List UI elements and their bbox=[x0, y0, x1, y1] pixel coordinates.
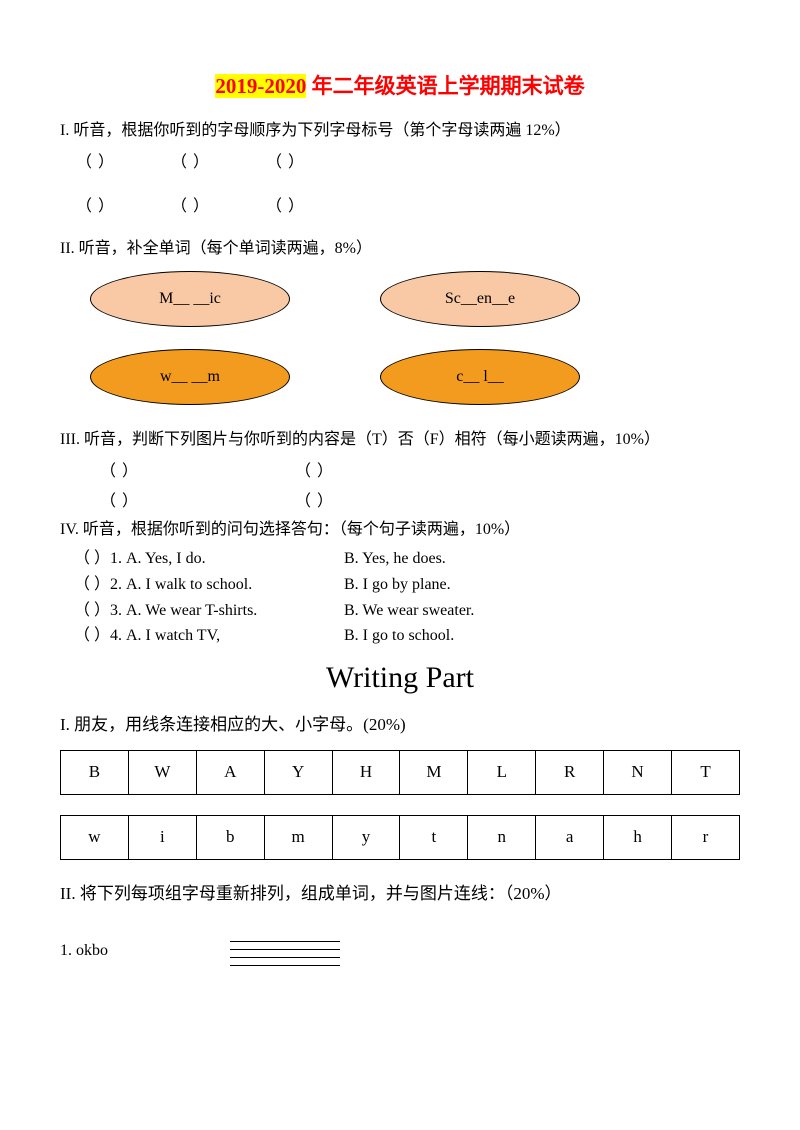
q1-a: （ ）1. A. Yes, I do. bbox=[74, 546, 344, 572]
table-cell: T bbox=[672, 750, 740, 794]
table-cell: h bbox=[604, 815, 672, 859]
q3-b: B. We wear sweater. bbox=[344, 602, 474, 619]
s3-paren-row-2: （ ） （ ） bbox=[100, 487, 740, 511]
table-cell: t bbox=[400, 815, 468, 859]
paren: （ ） bbox=[76, 192, 166, 216]
table-cell: b bbox=[196, 815, 264, 859]
q2-b: B. I go by plane. bbox=[344, 576, 451, 593]
paren: （ ） bbox=[100, 487, 290, 511]
q1-b: B. Yes, he does. bbox=[344, 550, 446, 567]
writing-lines bbox=[230, 935, 340, 966]
section3-heading: III. 听音，判断下列图片与你听到的内容是（T）否（F）相符（每小题读两遍，1… bbox=[60, 427, 740, 453]
table-cell: Y bbox=[264, 750, 332, 794]
okbo-label: 1. okbo bbox=[60, 942, 230, 960]
writing1-heading: I. 朋友，用线条连接相应的大、小字母。(20%) bbox=[60, 711, 740, 738]
oval-2: Sc__en__e bbox=[380, 271, 580, 327]
table-cell: A bbox=[196, 750, 264, 794]
table-cell: N bbox=[604, 750, 672, 794]
section4-heading: IV. 听音，根据你听到的问句选择答句：（每个句子读两遍，10%） bbox=[60, 517, 740, 543]
page-title: 2019-2020 年二年级英语上学期期末试卷 bbox=[60, 70, 740, 100]
q4: （ ）4. A. I watch TV,B. I go to school. bbox=[74, 623, 740, 649]
section2-heading: II. 听音，补全单词（每个单词读两遍，8%） bbox=[60, 236, 740, 262]
paren-row-2: （ ） （ ） （ ） bbox=[76, 192, 740, 216]
table-cell: w bbox=[61, 815, 129, 859]
oval-4: c__ l__ bbox=[380, 349, 580, 405]
oval-1: M__ __ic bbox=[90, 271, 290, 327]
oval-3: w__ __m bbox=[90, 349, 290, 405]
table-cell: y bbox=[332, 815, 400, 859]
lowercase-table: w i b m y t n a h r bbox=[60, 815, 740, 860]
table-cell: a bbox=[536, 815, 604, 859]
q4-a: （ ）4. A. I watch TV, bbox=[74, 623, 344, 649]
table-cell: M bbox=[400, 750, 468, 794]
s3-paren-row-1: （ ） （ ） bbox=[100, 457, 740, 481]
paren: （ ） bbox=[266, 192, 305, 216]
paren-row-1: （ ） （ ） （ ） bbox=[76, 148, 740, 172]
paren: （ ） bbox=[295, 457, 334, 481]
writing2-heading: II. 将下列每项组字母重新排列，组成单词，并与图片连线：（20%） bbox=[60, 880, 740, 907]
table-cell: n bbox=[468, 815, 536, 859]
paren: （ ） bbox=[171, 148, 261, 172]
paren: （ ） bbox=[295, 487, 334, 511]
title-year: 2019-2020 bbox=[215, 74, 306, 98]
table-cell: m bbox=[264, 815, 332, 859]
table-cell: r bbox=[672, 815, 740, 859]
paren: （ ） bbox=[266, 148, 305, 172]
q2-a: （ ）2. A. I walk to school. bbox=[74, 572, 344, 598]
table-cell: R bbox=[536, 750, 604, 794]
q1: （ ）1. A. Yes, I do.B. Yes, he does. bbox=[74, 546, 740, 572]
okbo-row: 1. okbo bbox=[60, 935, 740, 966]
uppercase-table: B W A Y H M L R N T bbox=[60, 750, 740, 795]
q3: （ ）3. A. We wear T-shirts.B. We wear swe… bbox=[74, 598, 740, 624]
paren: （ ） bbox=[76, 148, 166, 172]
q4-b: B. I go to school. bbox=[344, 627, 454, 644]
writing-part-header: Writing Part bbox=[60, 661, 740, 695]
ovals-container: M__ __ic Sc__en__e w__ __m c__ l__ bbox=[90, 271, 740, 405]
paren: （ ） bbox=[171, 192, 261, 216]
paren: （ ） bbox=[100, 457, 290, 481]
table-cell: L bbox=[468, 750, 536, 794]
table-cell: W bbox=[128, 750, 196, 794]
section1-heading: I. 听音，根据你听到的字母顺序为下列字母标号（第个字母读两遍 12%） bbox=[60, 118, 740, 144]
title-rest: 年二年级英语上学期期末试卷 bbox=[306, 74, 584, 98]
table-cell: i bbox=[128, 815, 196, 859]
table-cell: B bbox=[61, 750, 129, 794]
q2: （ ）2. A. I walk to school.B. I go by pla… bbox=[74, 572, 740, 598]
q3-a: （ ）3. A. We wear T-shirts. bbox=[74, 598, 344, 624]
table-cell: H bbox=[332, 750, 400, 794]
